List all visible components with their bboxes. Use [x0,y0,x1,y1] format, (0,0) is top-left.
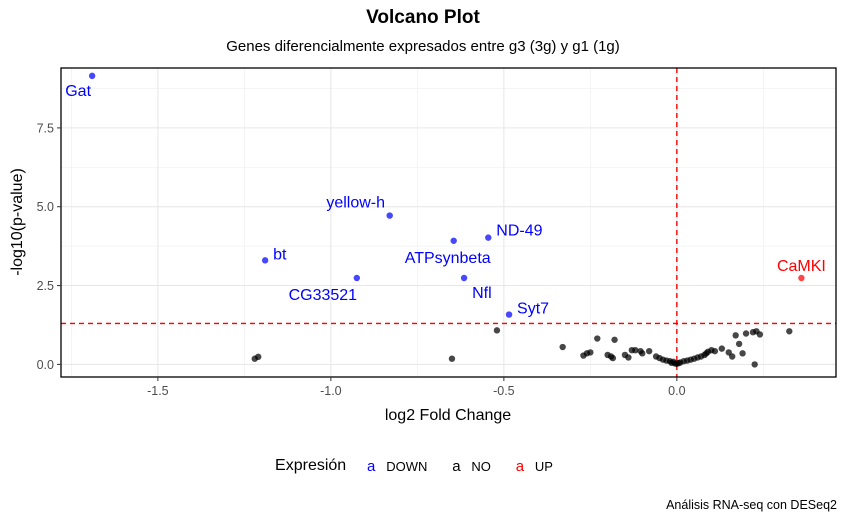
y-axis-ticks: 0.0 2.5 5.0 7.5 [37,121,61,372]
y-tick-label: 7.5 [37,121,54,135]
x-tick-label: 0.0 [668,384,685,398]
y-tick-label: 2.5 [37,279,54,293]
gene-label: Gat [65,83,91,100]
legend: Expresión a DOWN a NO a UP [0,457,846,475]
x-axis-title: log2 Fold Change [385,407,511,424]
legend-label-down: DOWN [386,458,428,474]
threshold-lines [61,68,836,377]
data-point-no [739,350,746,357]
data-point-up [798,274,805,282]
data-point-no [742,330,750,337]
legend-label-no: NO [471,458,491,474]
y-tick-label: 5.0 [37,200,54,214]
data-point-no [559,343,566,351]
grid-lines [61,68,836,377]
x-tick-label: -1.0 [320,384,342,398]
data-point-down [386,212,393,219]
legend-key-up: a [515,457,525,475]
gene-label: yellow-h [326,195,385,212]
data-point-down [485,234,492,241]
data-point-no [711,347,719,355]
data-point-no [751,361,758,368]
y-axis-title: -log10(p-value) [9,168,26,276]
data-point-down [353,274,361,282]
data-point-no [255,353,262,361]
data-point-no [448,355,456,362]
data-point-no [639,350,646,357]
data-point-down [505,311,513,318]
gene-label: Nfl [472,285,492,302]
chart-caption: Análisis RNA-seq con DESeq2 [666,498,837,512]
gene-label: CaMKI [777,258,826,275]
gene-labels: Gat yellow-h ND-49 ATPsynbeta bt CG33521 Nfl Sy… [65,83,826,318]
data-point-no [587,349,594,356]
legend-label-up: UP [534,458,553,474]
gene-label: Syt7 [517,301,549,318]
data-points [88,72,805,368]
data-point-down [261,257,269,264]
data-point-no [735,340,743,348]
data-point-no [729,353,736,360]
legend-key-no: a [452,457,461,475]
gene-label: ATPsynbeta [405,250,491,267]
x-tick-label: -1.5 [147,384,169,398]
gene-label: ND-49 [496,223,542,240]
chart-subtitle: Genes diferencialmente expresados entre … [226,38,620,55]
data-point-no [493,327,501,334]
data-point-down [460,274,468,282]
legend-title: Expresión [275,457,347,474]
legend-key-down: a [367,457,376,475]
x-axis-ticks: -1.5 -1.0 -0.5 0.0 [147,377,686,398]
panel-border [60,67,837,378]
chart-title: Volcano Plot [366,7,480,28]
data-point-no [645,347,653,355]
data-point-no [756,331,764,338]
data-point-no [625,354,632,361]
data-point-no [718,345,726,352]
data-point-no [609,354,617,362]
data-point-no [732,332,739,339]
gene-label: bt [273,246,287,263]
y-tick-label: 0.0 [37,358,54,372]
data-point-down [88,72,96,80]
data-point-down [450,237,457,244]
data-point-no [611,336,618,343]
gene-label: CG33521 [289,287,358,304]
data-point-no [594,335,601,342]
data-point-no [786,328,793,335]
data-point-no [632,346,639,354]
x-tick-label: -0.5 [493,384,515,398]
